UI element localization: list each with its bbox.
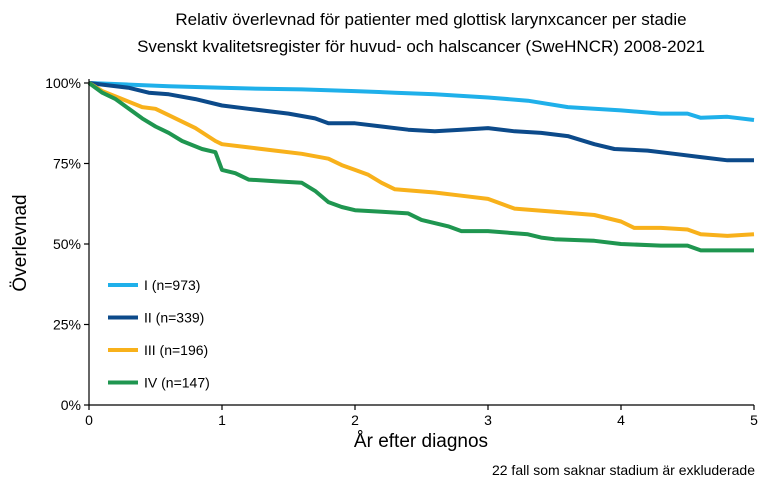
axes-layer: 0% 25% 50% 75% 100% 0 1 2 3 4 5 <box>45 75 758 428</box>
x-tick-label: 1 <box>218 412 226 428</box>
x-tick-label: 2 <box>351 412 359 428</box>
legend-label-3: III (n=196) <box>144 342 208 358</box>
footnote: 22 fall som saknar stadium är exkluderad… <box>492 462 755 478</box>
x-tick-label: 0 <box>85 412 93 428</box>
x-tick-label: 3 <box>484 412 492 428</box>
y-tick-label: 25% <box>53 317 81 333</box>
series-line-3 <box>87 81 755 238</box>
series-line-2 <box>88 81 754 163</box>
x-tick-label: 5 <box>750 412 758 428</box>
x-tick-label: 4 <box>617 412 625 428</box>
legend-label-4: IV (n=147) <box>144 375 210 391</box>
y-tick-label: 50% <box>53 236 81 252</box>
legend: I (n=973) II (n=339) III (n=196) IV (n=147) <box>108 277 210 391</box>
legend-label-2: II (n=339) <box>144 310 204 326</box>
series-line-4 <box>87 81 754 253</box>
y-tick-label: 75% <box>53 156 81 172</box>
x-axis-label: År efter diagnos <box>354 431 488 452</box>
chart-subtitle: Svenskt kvalitetsregister för huvud- och… <box>137 37 705 56</box>
y-axis-label: Överlevnad <box>10 194 31 291</box>
series-layer <box>87 81 755 253</box>
y-tick-label: 0% <box>61 397 81 413</box>
y-tick-label: 100% <box>45 75 81 91</box>
chart-title: Relativ överlevnad för patienter med glo… <box>175 10 686 29</box>
series-line-1 <box>88 81 755 122</box>
legend-label-1: I (n=973) <box>144 277 200 293</box>
